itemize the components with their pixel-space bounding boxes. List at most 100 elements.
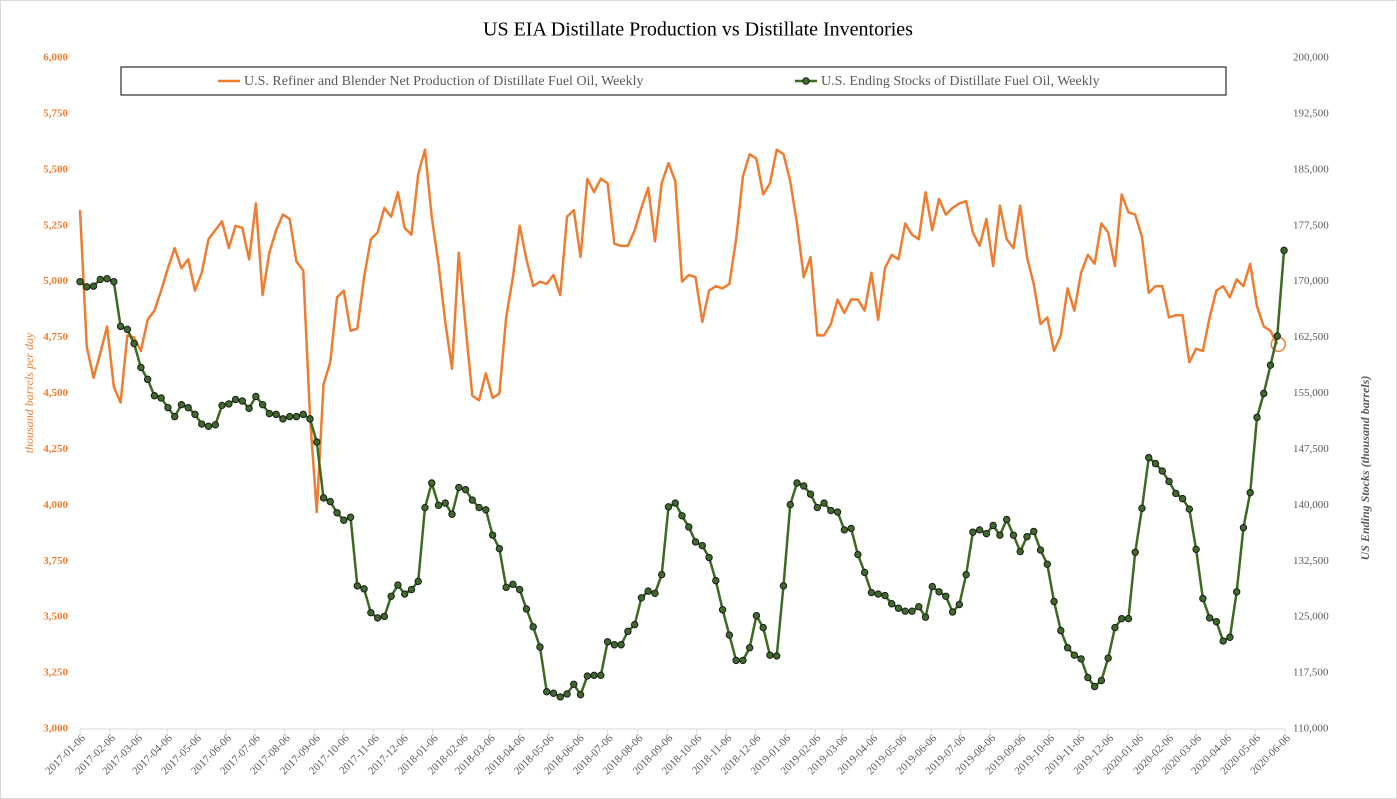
series-marker — [509, 580, 517, 589]
y-tick-label: 3,250 — [43, 667, 68, 679]
y2-tick-label: 185,000 — [1293, 163, 1329, 175]
series-marker — [962, 570, 970, 579]
series-marker — [455, 483, 463, 492]
series-marker — [745, 644, 754, 652]
y2-tick-label: 200,000 — [1293, 52, 1329, 64]
series-marker — [272, 410, 280, 419]
series-marker — [996, 531, 1004, 539]
series-marker — [428, 479, 436, 487]
series-marker — [184, 403, 192, 412]
series-marker — [211, 421, 219, 429]
series-marker — [1111, 623, 1119, 632]
series-marker — [414, 577, 422, 586]
y-tick-label: 5,250 — [43, 219, 68, 231]
y2-tick-label: 140,000 — [1293, 499, 1329, 511]
series-marker — [1280, 246, 1288, 255]
series-marker — [204, 422, 213, 431]
series-marker — [191, 410, 199, 419]
y-tick-label: 3,750 — [43, 555, 68, 567]
series-marker — [1063, 644, 1072, 652]
series-marker — [833, 508, 842, 516]
series-marker — [583, 672, 592, 680]
series-marker — [218, 401, 226, 410]
series-marker — [664, 503, 673, 511]
series-marker — [1165, 477, 1173, 486]
series-marker — [718, 606, 727, 614]
series-marker — [1023, 532, 1031, 541]
series-marker — [1172, 489, 1180, 498]
series-marker — [1131, 548, 1139, 557]
series-marker — [1084, 673, 1092, 682]
series-marker — [279, 415, 287, 423]
series-marker — [942, 592, 950, 600]
series-marker — [975, 526, 984, 534]
series-marker — [915, 603, 923, 611]
series-marker — [969, 528, 977, 536]
series-marker — [725, 631, 734, 639]
series-marker — [1077, 655, 1085, 663]
series-marker — [1036, 546, 1045, 554]
series-marker — [1016, 547, 1024, 556]
series-marker — [955, 600, 964, 609]
series-marker — [292, 412, 301, 421]
series-marker — [610, 641, 619, 649]
y2-tick-label: 132,500 — [1293, 555, 1329, 567]
series-marker — [421, 503, 429, 512]
series-line — [78, 148, 1279, 514]
series-marker — [96, 275, 104, 284]
series-marker — [306, 415, 314, 423]
series-marker — [143, 375, 152, 384]
series-marker — [928, 582, 936, 591]
series-marker — [326, 497, 334, 506]
series-marker — [732, 656, 740, 665]
y2-tick-label: 147,500 — [1293, 443, 1329, 455]
series-marker — [1090, 682, 1099, 691]
series-marker — [400, 590, 409, 598]
series-marker — [340, 516, 348, 524]
series-marker — [827, 506, 835, 515]
series-marker — [901, 607, 909, 615]
y-tick-label: 4,000 — [43, 499, 68, 511]
series-marker — [921, 613, 930, 621]
series-marker — [1260, 389, 1268, 398]
series-marker — [1104, 654, 1112, 662]
y-tick-label: 5,000 — [43, 275, 68, 287]
series-marker — [116, 322, 125, 331]
series-marker — [130, 339, 138, 348]
series-marker — [563, 690, 571, 698]
series-marker — [854, 550, 862, 559]
series-marker — [313, 438, 321, 446]
series-marker — [441, 499, 449, 507]
y-tick-label: 4,500 — [43, 387, 68, 399]
series-marker — [630, 620, 639, 629]
series-marker — [89, 282, 98, 290]
series-marker — [860, 568, 869, 577]
series-marker — [658, 570, 666, 579]
series-marker — [779, 582, 788, 590]
series-marker — [888, 600, 896, 608]
series-marker — [502, 583, 510, 592]
series-marker — [671, 499, 679, 507]
series-marker — [495, 544, 504, 553]
series-marker — [908, 607, 916, 615]
series-marker — [1219, 637, 1227, 645]
series-marker — [1192, 545, 1200, 554]
y2-tick-label: 110,000 — [1293, 723, 1329, 735]
series-marker — [137, 363, 145, 372]
series-marker — [522, 605, 531, 613]
y2-tick-label: 177,500 — [1293, 219, 1329, 231]
series-marker — [373, 614, 382, 622]
series-marker — [603, 638, 612, 646]
series-marker — [698, 541, 707, 550]
series-marker — [549, 689, 558, 697]
series-marker — [170, 412, 179, 421]
series-marker — [847, 524, 855, 533]
series-marker — [346, 513, 355, 521]
series-marker — [1057, 626, 1065, 635]
series-marker — [644, 587, 652, 595]
series-marker — [448, 510, 456, 518]
series-marker — [1070, 651, 1079, 659]
legend-box — [120, 66, 1227, 96]
series-marker — [157, 394, 165, 402]
